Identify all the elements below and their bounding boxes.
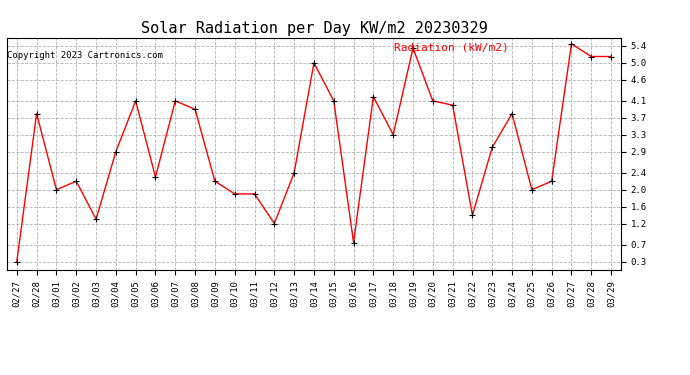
Title: Solar Radiation per Day KW/m2 20230329: Solar Radiation per Day KW/m2 20230329	[141, 21, 487, 36]
Text: Radiation (kW/m2): Radiation (kW/m2)	[394, 42, 509, 52]
Text: Copyright 2023 Cartronics.com: Copyright 2023 Cartronics.com	[7, 51, 163, 60]
